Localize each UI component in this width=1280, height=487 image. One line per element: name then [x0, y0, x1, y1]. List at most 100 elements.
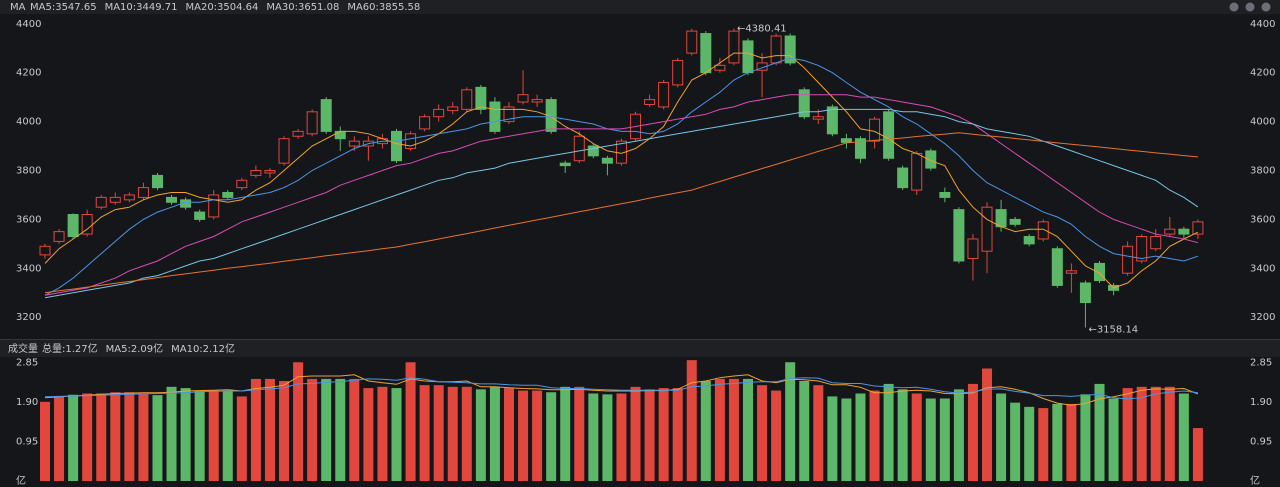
- candle-body: [897, 167, 909, 189]
- volume-bar: [391, 388, 402, 481]
- add-button[interactable]: [1245, 2, 1255, 12]
- indicator-title: MA: [10, 2, 26, 13]
- volume-bar: [166, 386, 177, 481]
- volume-bar: [461, 386, 472, 481]
- volume-bar: [279, 381, 290, 481]
- candle-body: [686, 30, 698, 54]
- volume-bar: [433, 385, 444, 481]
- candle-body: [1136, 236, 1148, 262]
- candle-body: [433, 108, 445, 118]
- y-tick-label-left: 0.95: [16, 436, 38, 447]
- volume-bar: [54, 396, 65, 481]
- ma-line: [44, 108, 1199, 299]
- candle-body: [109, 196, 121, 203]
- candle-body: [672, 59, 684, 86]
- ma-line: [44, 94, 1199, 296]
- candle-body: [222, 192, 234, 198]
- volume-bar: [546, 392, 557, 481]
- candle-body: [278, 138, 290, 164]
- candle-body: [1023, 236, 1035, 245]
- volume-bar: [841, 398, 852, 481]
- volume-bar: [658, 388, 669, 481]
- volume-total: 总量:1.27亿: [42, 342, 98, 355]
- settings-button[interactable]: [1261, 2, 1271, 12]
- volume-bar: [911, 393, 922, 481]
- volume-bar: [1080, 394, 1091, 481]
- volume-bar: [925, 398, 936, 481]
- volume-bar: [574, 386, 585, 481]
- candle-body: [798, 89, 810, 118]
- candle-body: [545, 99, 557, 132]
- candle-body: [123, 194, 135, 201]
- volume-bar: [1192, 428, 1203, 481]
- candle-body: [166, 196, 178, 203]
- y-tick-label-right: 4400: [1250, 19, 1275, 30]
- high-annotation: ←4380.41: [737, 24, 787, 35]
- candle-body: [911, 152, 923, 191]
- candle-body: [981, 206, 993, 252]
- volume-bar: [1178, 393, 1189, 481]
- volume-bar: [68, 394, 79, 481]
- y-tick-label-left: 3200: [16, 312, 41, 323]
- y-tick-label-left: 亿: [16, 474, 26, 487]
- candle-body: [826, 106, 838, 135]
- volume-bar: [518, 390, 529, 481]
- y-tick-label-left: 4000: [16, 117, 41, 128]
- candle-body: [658, 81, 670, 108]
- candle-body: [250, 169, 262, 176]
- y-tick-label-right: 3400: [1250, 263, 1275, 274]
- ma-line: [44, 57, 1199, 296]
- volume-title: 成交量: [8, 342, 38, 355]
- volume-bar: [138, 393, 149, 481]
- y-tick-label-right: 4200: [1250, 68, 1275, 79]
- volume-bar: [250, 378, 261, 481]
- candle-body: [1164, 228, 1176, 235]
- volume-bar: [503, 388, 514, 481]
- volume-bar: [1164, 386, 1175, 481]
- volume-bar: [686, 360, 697, 481]
- candle-body: [53, 231, 65, 242]
- volume-bar: [813, 385, 824, 481]
- volume-bar: [869, 390, 880, 481]
- candle-body: [405, 133, 417, 149]
- candle-body: [348, 140, 360, 147]
- candle-body: [517, 94, 529, 103]
- volume-bar: [855, 393, 866, 481]
- volume-bar: [1136, 386, 1147, 481]
- legend-entry: MA10:3449.71: [105, 2, 178, 13]
- candle-body: [1009, 218, 1021, 225]
- volume-bar: [588, 393, 599, 481]
- volume-bar: [110, 392, 121, 481]
- volume-bar: [771, 390, 782, 481]
- ma-line: [44, 132, 1198, 294]
- volume-bar: [321, 378, 332, 481]
- volume-bar: [1122, 388, 1133, 481]
- volume-bar: [560, 386, 571, 481]
- volume-bar: [785, 362, 796, 481]
- volume-bar: [996, 393, 1007, 481]
- volume-bar: [728, 378, 739, 481]
- volume-bar: [405, 362, 416, 481]
- candle-body: [812, 116, 824, 120]
- y-tick-label-left: 3600: [16, 214, 41, 225]
- volume-bar: [982, 368, 993, 481]
- collapse-button[interactable]: [1229, 2, 1239, 12]
- candle-body: [503, 106, 515, 123]
- candle-body: [587, 145, 599, 157]
- volume-bar: [743, 378, 753, 481]
- volume-bar: [1038, 408, 1049, 481]
- legend-entry: MA10:2.12亿: [171, 342, 235, 355]
- volume-bar: [757, 385, 768, 481]
- volume-bar: [152, 395, 163, 481]
- volume-bar: [222, 390, 233, 481]
- volume-bar: [96, 393, 107, 481]
- candle-body: [953, 209, 965, 262]
- ma-line: [44, 377, 1198, 400]
- candle-body: [573, 135, 585, 162]
- y-tick-label-left: 1.90: [16, 397, 38, 408]
- volume-bar: [208, 390, 219, 481]
- y-tick-label-right: 0.95: [1250, 436, 1272, 447]
- candle-body: [840, 138, 852, 143]
- candle-body: [419, 116, 431, 130]
- y-tick-label-right: 3200: [1250, 312, 1275, 323]
